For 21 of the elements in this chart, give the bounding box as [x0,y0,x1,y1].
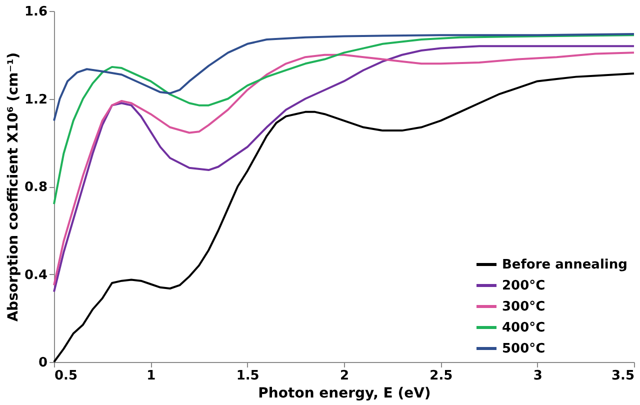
x-tick-label: 3.5 [611,368,634,384]
x-tick-label: 3 [533,368,542,384]
legend-label: 500°C [502,342,546,356]
legend-label: 300°C [502,300,546,314]
line-series [53,34,635,206]
y-tick-label: 0 [38,356,48,370]
x-tick-label: 0.5 [54,368,78,384]
x-tick-label: 1.5 [236,368,260,384]
x-tick-label: 2.5 [430,368,453,384]
legend-label: 200°C [502,278,546,294]
y-tick-label: 1.6 [24,4,48,20]
x-axis-title: Photon energy, E (eV) [258,386,431,402]
legend-label: 400°C [502,320,546,336]
y-tick-label: 0.8 [24,180,48,195]
x-tick-label: 1 [146,368,156,384]
y-tick-label: 1.2 [24,92,48,108]
y-axis-title: Absorption coefficient X10⁶ (cm⁻¹) [5,52,22,322]
y-tick-label: 0.4 [24,268,48,283]
line-series [53,33,635,122]
legend-label: Before annealing [502,258,628,272]
x-tick-label: 2 [340,368,350,384]
